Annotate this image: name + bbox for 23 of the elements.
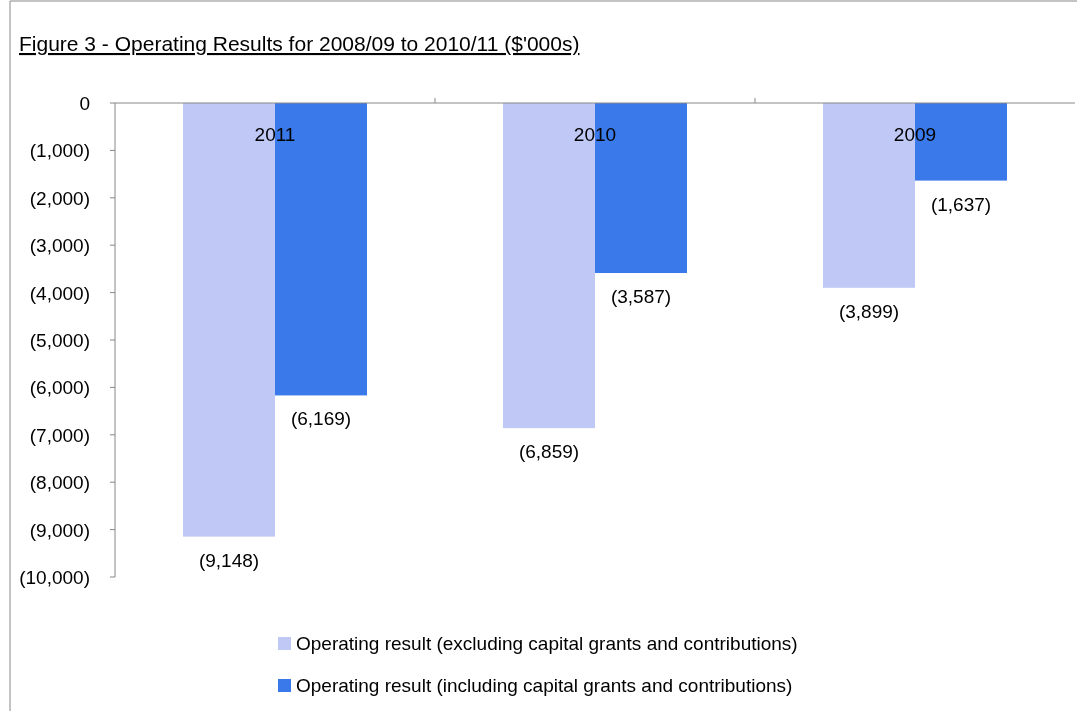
data-label: (1,637) bbox=[930, 193, 992, 215]
legend-label: Operating result (excluding capital grants and contributions) bbox=[296, 633, 798, 654]
y-tick-label: (2,000) bbox=[29, 187, 90, 209]
data-label: (3,587) bbox=[610, 286, 672, 308]
x-tick-label: 2009 bbox=[893, 124, 937, 145]
y-tick-label: (3,000) bbox=[29, 235, 90, 257]
chart-title: Figure 3 - Operating Results for 2008/09 to 2010/11 ($'000s) bbox=[19, 32, 580, 55]
x-tick-label: 2010 bbox=[573, 124, 617, 145]
data-label: (3,899) bbox=[838, 300, 900, 322]
y-tick-label: (7,000) bbox=[29, 424, 90, 446]
data-label: (9,148) bbox=[198, 549, 260, 571]
y-tick-label: 0 bbox=[79, 93, 90, 114]
y-tick-label: (4,000) bbox=[29, 282, 90, 304]
y-tick-label: (1,000) bbox=[29, 140, 90, 162]
legend-label: Operating result (including capital grants and contributions) bbox=[296, 675, 793, 696]
data-label: (6,859) bbox=[518, 441, 580, 463]
y-tick-label: (6,000) bbox=[29, 377, 90, 399]
y-tick-label: (5,000) bbox=[29, 330, 90, 351]
x-tick-label: 2011 bbox=[254, 124, 296, 145]
data-label: (6,169) bbox=[290, 408, 352, 430]
y-tick-label: (9,000) bbox=[29, 519, 90, 541]
y-tick-label: (8,000) bbox=[29, 472, 90, 494]
y-tick-label: (10,000) bbox=[19, 567, 90, 588]
